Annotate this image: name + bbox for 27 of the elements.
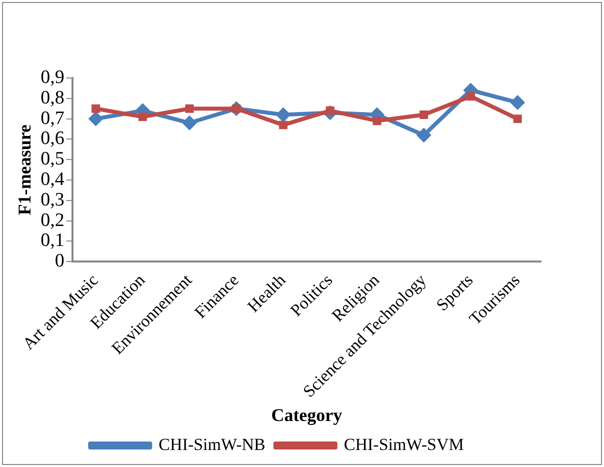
point	[510, 94, 526, 110]
y-axis-title: F1-measure	[14, 124, 34, 216]
y-tick-label: 0,8	[40, 87, 64, 108]
legend-label: CHI-SimW-NB	[158, 434, 266, 454]
y-tick-label: 0	[54, 250, 64, 272]
point	[372, 116, 382, 126]
point	[92, 104, 100, 113]
y-tick-label: 0,3	[40, 189, 64, 210]
point	[88, 111, 104, 126]
point	[182, 115, 198, 130]
point	[416, 128, 432, 143]
point	[185, 104, 194, 113]
y-tick-label: 0,7	[40, 108, 64, 129]
point	[276, 107, 291, 122]
point	[513, 114, 522, 124]
legend-label: CHI-SimW-SVM	[344, 434, 464, 454]
y-tick-label: 0,9	[40, 66, 64, 88]
y-tick-label: 0,5	[40, 148, 64, 170]
point	[420, 110, 428, 119]
point	[466, 92, 475, 101]
y-tick-label: 0,4	[40, 169, 65, 190]
x-axis-title: Category	[271, 404, 342, 425]
y-tick-label: 0,2	[40, 210, 64, 231]
y-tick-label: 0,6	[40, 128, 64, 150]
point	[279, 120, 288, 130]
y-tick-label: 0,1	[40, 230, 64, 252]
point	[138, 112, 147, 122]
